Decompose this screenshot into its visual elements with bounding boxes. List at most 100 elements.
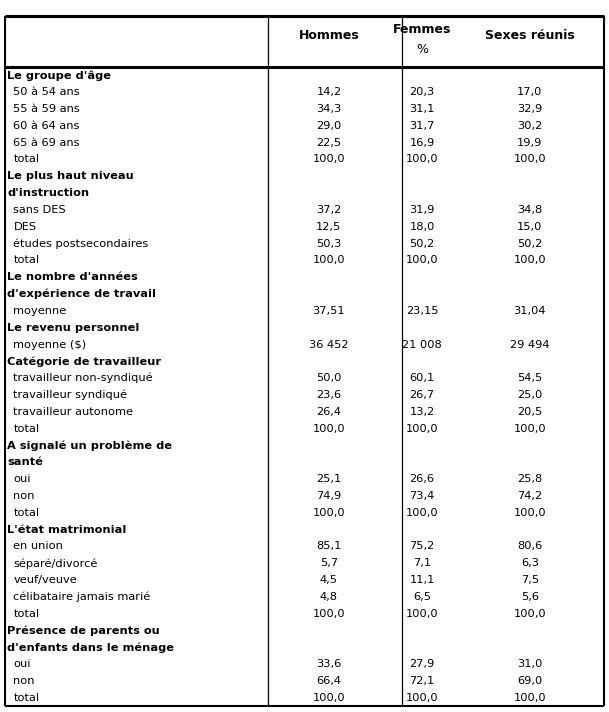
Text: 6,5: 6,5 [413, 592, 431, 602]
Text: 65 à 69 ans: 65 à 69 ans [13, 137, 80, 147]
Text: 55 à 59 ans: 55 à 59 ans [13, 104, 80, 114]
Text: 31,9: 31,9 [409, 205, 435, 215]
Text: 50,3: 50,3 [316, 239, 342, 248]
Text: 5,6: 5,6 [521, 592, 539, 602]
Text: d'enfants dans le ménage: d'enfants dans le ménage [7, 642, 174, 653]
Text: 60,1: 60,1 [409, 373, 435, 383]
Text: 31,1: 31,1 [409, 104, 435, 114]
Text: 100,0: 100,0 [406, 155, 438, 164]
Text: 100,0: 100,0 [513, 155, 546, 164]
Text: total: total [13, 508, 40, 518]
Text: Le groupe d'âge: Le groupe d'âge [7, 70, 111, 80]
Text: santé: santé [7, 457, 43, 467]
Text: célibataire jamais marié: célibataire jamais marié [13, 592, 150, 602]
Text: 100,0: 100,0 [312, 155, 345, 164]
Text: Le nombre d'années: Le nombre d'années [7, 272, 138, 282]
Text: 31,0: 31,0 [517, 659, 543, 669]
Text: oui: oui [13, 659, 31, 669]
Text: total: total [13, 155, 40, 164]
Text: 32,9: 32,9 [517, 104, 543, 114]
Text: 66,4: 66,4 [316, 676, 342, 686]
Text: travailleur autonome: travailleur autonome [13, 407, 133, 417]
Text: 100,0: 100,0 [312, 609, 345, 619]
Text: 23,15: 23,15 [406, 306, 438, 316]
Text: 29,0: 29,0 [316, 121, 342, 131]
Text: Le plus haut niveau: Le plus haut niveau [7, 172, 134, 182]
Text: d'instruction: d'instruction [7, 188, 90, 198]
Text: 26,7: 26,7 [409, 390, 435, 400]
Text: 14,2: 14,2 [316, 87, 342, 97]
Text: veuf/veuve: veuf/veuve [13, 575, 77, 585]
Text: 100,0: 100,0 [406, 609, 438, 619]
Text: 34,8: 34,8 [517, 205, 543, 215]
Text: 50,2: 50,2 [409, 239, 435, 248]
Text: total: total [13, 693, 40, 703]
Text: 11,1: 11,1 [409, 575, 435, 585]
Text: A signalé un problème de: A signalé un problème de [7, 440, 172, 451]
Text: 7,5: 7,5 [521, 575, 539, 585]
Text: 16,9: 16,9 [409, 137, 435, 147]
Text: séparé/divorcé: séparé/divorcé [13, 558, 98, 569]
Text: 26,6: 26,6 [409, 474, 435, 484]
Text: 100,0: 100,0 [406, 256, 438, 266]
Text: Hommes: Hommes [298, 29, 359, 42]
Text: 74,9: 74,9 [316, 491, 342, 501]
Text: 20,3: 20,3 [409, 87, 435, 97]
Text: 26,4: 26,4 [316, 407, 342, 417]
Text: 100,0: 100,0 [406, 693, 438, 703]
Text: 100,0: 100,0 [312, 508, 345, 518]
Text: total: total [13, 256, 40, 266]
Text: 17,0: 17,0 [517, 87, 543, 97]
Text: 100,0: 100,0 [513, 693, 546, 703]
Text: oui: oui [13, 474, 31, 484]
Text: 19,9: 19,9 [517, 137, 543, 147]
Text: 6,3: 6,3 [521, 558, 539, 568]
Text: 31,04: 31,04 [513, 306, 546, 316]
Text: 50,2: 50,2 [517, 239, 543, 248]
Text: 74,2: 74,2 [517, 491, 543, 501]
Text: 4,5: 4,5 [320, 575, 338, 585]
Text: d'expérience de travail: d'expérience de travail [7, 289, 157, 299]
Text: 73,4: 73,4 [409, 491, 435, 501]
Text: 7,1: 7,1 [413, 558, 431, 568]
Text: non: non [13, 676, 35, 686]
Text: %: % [416, 43, 428, 56]
Text: travailleur non-syndiqué: travailleur non-syndiqué [13, 373, 153, 384]
Text: non: non [13, 491, 35, 501]
Text: 37,51: 37,51 [312, 306, 345, 316]
Text: 37,2: 37,2 [316, 205, 342, 215]
Text: 100,0: 100,0 [406, 424, 438, 434]
Text: 25,8: 25,8 [517, 474, 543, 484]
Text: 13,2: 13,2 [409, 407, 435, 417]
Text: 80,6: 80,6 [517, 541, 543, 552]
Text: 29 494: 29 494 [510, 340, 549, 350]
Text: sans DES: sans DES [13, 205, 66, 215]
Text: Présence de parents ou: Présence de parents ou [7, 625, 160, 636]
Text: 25,0: 25,0 [517, 390, 543, 400]
Text: 100,0: 100,0 [312, 693, 345, 703]
Text: Catégorie de travailleur: Catégorie de travailleur [7, 356, 161, 367]
Text: 31,7: 31,7 [409, 121, 435, 131]
Text: 18,0: 18,0 [409, 221, 435, 232]
Text: 50 à 54 ans: 50 à 54 ans [13, 87, 80, 97]
Text: 30,2: 30,2 [517, 121, 543, 131]
Text: 100,0: 100,0 [406, 508, 438, 518]
Text: 21 008: 21 008 [402, 340, 442, 350]
Text: 34,3: 34,3 [316, 104, 342, 114]
Text: études postsecondaires: études postsecondaires [13, 239, 149, 249]
Text: moyenne: moyenne [13, 306, 66, 316]
Text: 25,1: 25,1 [316, 474, 342, 484]
Text: 100,0: 100,0 [513, 609, 546, 619]
Text: 75,2: 75,2 [409, 541, 435, 552]
Text: L'état matrimonial: L'état matrimonial [7, 525, 127, 535]
Text: Sexes réunis: Sexes réunis [485, 29, 575, 42]
Text: 85,1: 85,1 [316, 541, 342, 552]
Text: 33,6: 33,6 [316, 659, 342, 669]
Text: moyenne ($): moyenne ($) [13, 340, 86, 350]
Text: 100,0: 100,0 [513, 508, 546, 518]
Text: total: total [13, 609, 40, 619]
Text: 5,7: 5,7 [320, 558, 338, 568]
Text: 15,0: 15,0 [517, 221, 543, 232]
Text: 100,0: 100,0 [513, 256, 546, 266]
Text: DES: DES [13, 221, 37, 232]
